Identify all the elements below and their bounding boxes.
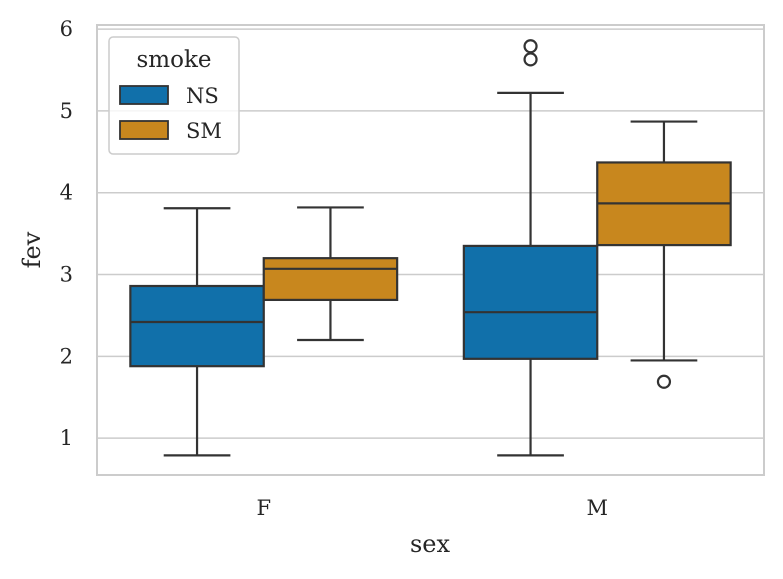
legend-title: smoke xyxy=(136,47,211,73)
x-tick-label: M xyxy=(586,496,608,520)
box-iqr xyxy=(462,244,599,360)
x-tick-label: F xyxy=(256,496,271,520)
y-tick-label: 4 xyxy=(60,181,73,205)
y-tick-label: 2 xyxy=(60,344,73,368)
legend-swatch-SM xyxy=(119,120,169,140)
outlier-point xyxy=(523,39,538,54)
legend-swatch-NS xyxy=(119,85,169,105)
y-tick-labels: 1 2 3 4 5 6 xyxy=(60,17,73,450)
legend: smoke NS SM xyxy=(108,36,240,155)
box-NS-M xyxy=(462,39,599,457)
outlier-point xyxy=(656,374,672,389)
box-NS-F xyxy=(129,207,265,457)
box-iqr xyxy=(129,284,265,368)
legend-label-NS: NS xyxy=(186,84,219,108)
x-axis-title: sex xyxy=(410,530,451,558)
box-SM-F xyxy=(262,206,399,342)
y-tick-label: 1 xyxy=(60,426,73,450)
y-tick-label: 5 xyxy=(60,99,73,123)
legend-label-SM: SM xyxy=(186,119,222,143)
y-tick-label: 6 xyxy=(60,17,73,41)
box-iqr xyxy=(262,257,399,302)
plot-area-frame xyxy=(96,24,765,476)
y-tick-label: 3 xyxy=(60,263,73,287)
y-axis-title: fev xyxy=(18,231,46,268)
box-SM-M xyxy=(596,120,732,389)
box-series xyxy=(129,39,732,457)
outlier-point xyxy=(523,52,538,67)
